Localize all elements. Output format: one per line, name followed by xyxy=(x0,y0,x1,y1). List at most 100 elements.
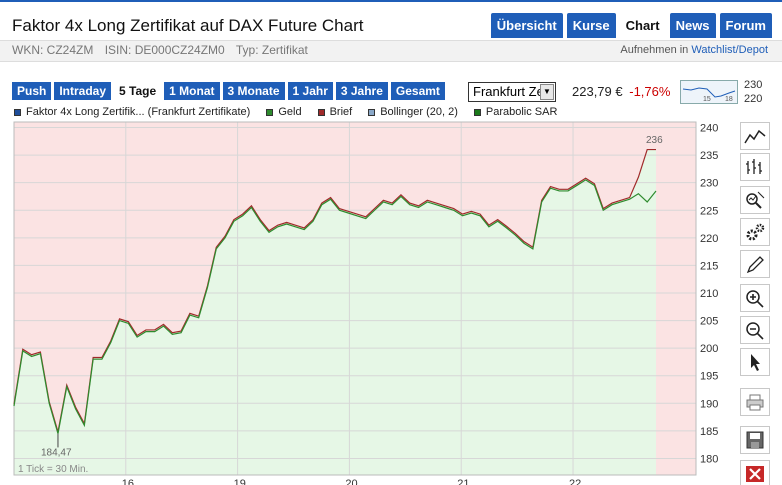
tab-chart[interactable]: Chart xyxy=(619,13,666,38)
y-tick-label: 235 xyxy=(700,150,718,162)
zoom-in-button[interactable] xyxy=(740,284,770,312)
y-tick-label: 210 xyxy=(700,288,718,300)
y-tick-label: 185 xyxy=(700,426,718,438)
sparkline-mark-2: 18 xyxy=(725,96,733,103)
legend-item-sar: Parabolic SAR xyxy=(473,106,558,118)
legend-swatch xyxy=(14,108,21,116)
quote: 223,79 € -1,76% xyxy=(572,84,670,99)
range-intraday-button[interactable]: Intraday xyxy=(54,82,112,100)
zoom-out-button[interactable] xyxy=(740,316,770,344)
watchlist-prefix: Aufnehmen in xyxy=(620,44,689,56)
range-1-monat-button[interactable]: 1 Monat xyxy=(164,82,220,100)
settings-tool-button[interactable] xyxy=(740,218,770,246)
printer-icon xyxy=(746,394,764,411)
legend-label: Geld xyxy=(278,106,302,118)
floppy-disk-icon xyxy=(746,431,764,449)
top-rule xyxy=(0,0,782,2)
print-button[interactable] xyxy=(740,388,770,416)
x-tick-label: 21. xyxy=(457,478,472,485)
series-line-brief xyxy=(13,148,656,433)
info-bar xyxy=(0,40,782,62)
range-3-jahre-button[interactable]: 3 Jahre xyxy=(335,82,388,100)
tab-uebersicht[interactable]: Übersicht xyxy=(490,13,563,38)
sparkline-mark-1: 15 xyxy=(703,96,711,103)
sparkline-low: 220 xyxy=(744,93,763,105)
range-1-jahr-button[interactable]: 1 Jahr xyxy=(287,82,333,100)
watchlist-hint: Aufnehmen in Watchlist/Depot xyxy=(620,44,768,56)
y-tick-label: 195 xyxy=(700,371,718,383)
plot-frame xyxy=(13,121,697,476)
legend-item-instrument: Faktor 4x Long Zertifik... (Frankfurt Ze… xyxy=(14,106,250,118)
sparkline-icon: 15 18 xyxy=(682,87,736,103)
quote-price: 223,79 € xyxy=(572,84,623,99)
isin-text: ISIN: DE000CZ24ZM0 xyxy=(104,43,225,57)
zoom-out-icon xyxy=(746,322,764,340)
sparkline-range: 230 220 xyxy=(744,78,762,106)
y-tick-label: 205 xyxy=(700,316,718,328)
range-buttons: Push Intraday 5 Tage 1 Monat 3 Monate 1 … xyxy=(12,82,445,100)
y-tick-label: 225 xyxy=(700,205,718,217)
quote-change: -1,76% xyxy=(629,84,671,99)
x-tick-label: 22. xyxy=(569,478,584,485)
watchlist-link[interactable]: Watchlist/Depot xyxy=(691,44,768,56)
y-tick-label: 230 xyxy=(700,178,718,190)
price-chart[interactable]: 180 185 190 195 200 205 210 215 220 225 230 235 240 1… xyxy=(0,118,740,485)
zoom-in-icon xyxy=(746,290,764,308)
chart-legend: Faktor 4x Long Zertifik... (Frankfurt Ze… xyxy=(14,106,557,118)
legend-label: Faktor 4x Long Zertifik... (Frankfurt Ze… xyxy=(26,106,251,118)
high-value-label: 236 xyxy=(646,135,663,146)
indicator-tool-button[interactable] xyxy=(740,186,770,214)
series-line-geld xyxy=(13,179,657,434)
range-3-monate-button[interactable]: 3 Monate xyxy=(222,82,285,100)
y-tick-label: 240 xyxy=(700,123,718,135)
legend-label: Bollinger (20, 2) xyxy=(380,106,458,118)
x-tick-label: 20. xyxy=(345,478,360,485)
chevron-down-icon[interactable]: ▼ xyxy=(540,84,554,100)
range-push-button[interactable]: Push xyxy=(12,82,52,100)
nav-tabs: Übersicht Kurse Chart News Forum xyxy=(490,13,772,38)
sparkline-preview[interactable]: 15 18 xyxy=(680,80,738,104)
y-tick-label: 220 xyxy=(700,233,718,245)
y-tick-label: 215 xyxy=(700,260,718,272)
gear-icon xyxy=(746,223,765,241)
pencil-icon xyxy=(746,256,764,274)
type-text: Typ: Zertifikat xyxy=(235,43,308,57)
tick-interval-note: 1 Tick = 30 Min. xyxy=(18,464,88,475)
legend-item-brief: Brief xyxy=(317,106,353,118)
cursor-arrow-icon xyxy=(751,354,760,371)
exchange-select[interactable]: Frankfurt Ze ▼ xyxy=(468,82,556,102)
legend-label: Brief xyxy=(329,106,353,118)
legend-swatch xyxy=(473,108,481,116)
tab-kurse[interactable]: Kurse xyxy=(566,13,616,38)
legend-item-geld: Geld xyxy=(266,106,302,118)
page-title: Faktor 4x Long Zertifikat auf DAX Future… xyxy=(12,16,364,35)
range-gesamt-button[interactable]: Gesamt xyxy=(390,82,445,100)
ohlc-icon xyxy=(746,159,762,174)
close-icon xyxy=(746,466,764,482)
line-chart-tool-button[interactable] xyxy=(740,122,770,150)
y-tick-label: 190 xyxy=(700,398,718,410)
low-value-label: 184,47 xyxy=(41,448,72,459)
tab-forum[interactable]: Forum xyxy=(719,13,772,38)
wkn-text: WKN: CZ24ZM xyxy=(12,43,94,57)
close-chart-button[interactable] xyxy=(740,460,770,485)
security-info: WKN: CZ24ZM ISIN: DE000CZ24ZM0 Typ: Zert… xyxy=(12,43,316,57)
range-5-tage-button[interactable]: 5 Tage xyxy=(114,82,162,100)
line-chart-icon xyxy=(744,129,766,144)
sparkline-high: 230 xyxy=(744,79,763,91)
legend-label: Parabolic SAR xyxy=(485,106,558,118)
magnifier-chart-icon xyxy=(746,191,765,209)
save-button[interactable] xyxy=(740,426,770,454)
legend-item-bollinger: Bollinger (20, 2) xyxy=(368,106,458,118)
legend-swatch xyxy=(266,108,274,116)
draw-tool-button[interactable] xyxy=(740,250,770,278)
exchange-value: Frankfurt Ze xyxy=(473,84,544,99)
tab-news[interactable]: News xyxy=(669,13,716,38)
legend-swatch xyxy=(317,108,325,116)
ohlc-chart-tool-button[interactable] xyxy=(740,153,770,181)
pointer-tool-button[interactable] xyxy=(740,348,770,376)
y-tick-label: 200 xyxy=(700,343,718,355)
x-tick-label: 19. xyxy=(234,478,249,485)
legend-swatch xyxy=(368,108,376,116)
